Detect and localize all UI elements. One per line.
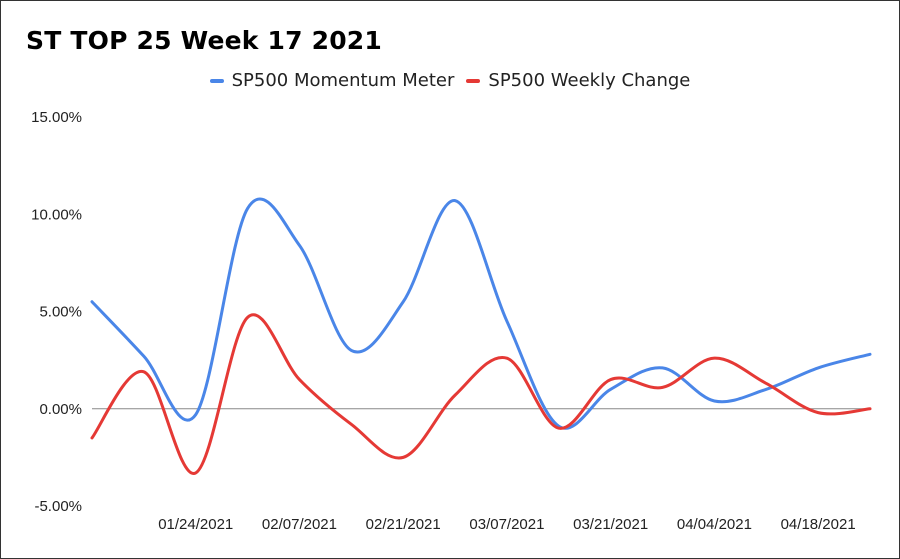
x-tick-label: 02/21/2021: [366, 516, 441, 533]
legend-item-momentum: SP500 Momentum Meter: [209, 70, 455, 91]
x-tick-label: 04/18/2021: [781, 516, 856, 533]
legend-item-weekly-change: SP500 Weekly Change: [466, 70, 690, 91]
chart-title: ST TOP 25 Week 17 2021: [26, 26, 382, 55]
y-axis-tick-labels: 15.00% 10.00% 5.00% 0.00% -5.00%: [31, 109, 82, 515]
y-tick-label: 0.00%: [39, 401, 82, 418]
series-line-weekly-change: [90, 313, 872, 475]
x-tick-label: 01/24/2021: [158, 516, 233, 533]
series-lines: [90, 197, 872, 475]
x-tick-label: 02/07/2021: [262, 516, 337, 533]
legend-label-momentum: SP500 Momentum Meter: [231, 70, 455, 91]
x-axis-tick-labels: 01/24/2021 02/07/2021 02/21/2021 03/07/2021…: [158, 516, 855, 533]
y-tick-label: 10.00%: [31, 206, 82, 223]
series-line-momentum-meter: [90, 197, 872, 430]
x-tick-label: 04/04/2021: [677, 516, 752, 533]
y-tick-label: -5.00%: [34, 498, 82, 515]
legend-swatch-momentum: [209, 78, 224, 83]
x-tick-label: 03/21/2021: [573, 516, 648, 533]
chart-legend: SP500 Momentum Meter SP500 Weekly Change: [0, 70, 900, 91]
x-tick-label: 03/07/2021: [469, 516, 544, 533]
legend-swatch-weekly-change: [466, 78, 481, 83]
y-tick-label: 5.00%: [39, 304, 82, 321]
legend-label-weekly-change: SP500 Weekly Change: [488, 70, 691, 91]
y-tick-label: 15.00%: [31, 109, 82, 126]
